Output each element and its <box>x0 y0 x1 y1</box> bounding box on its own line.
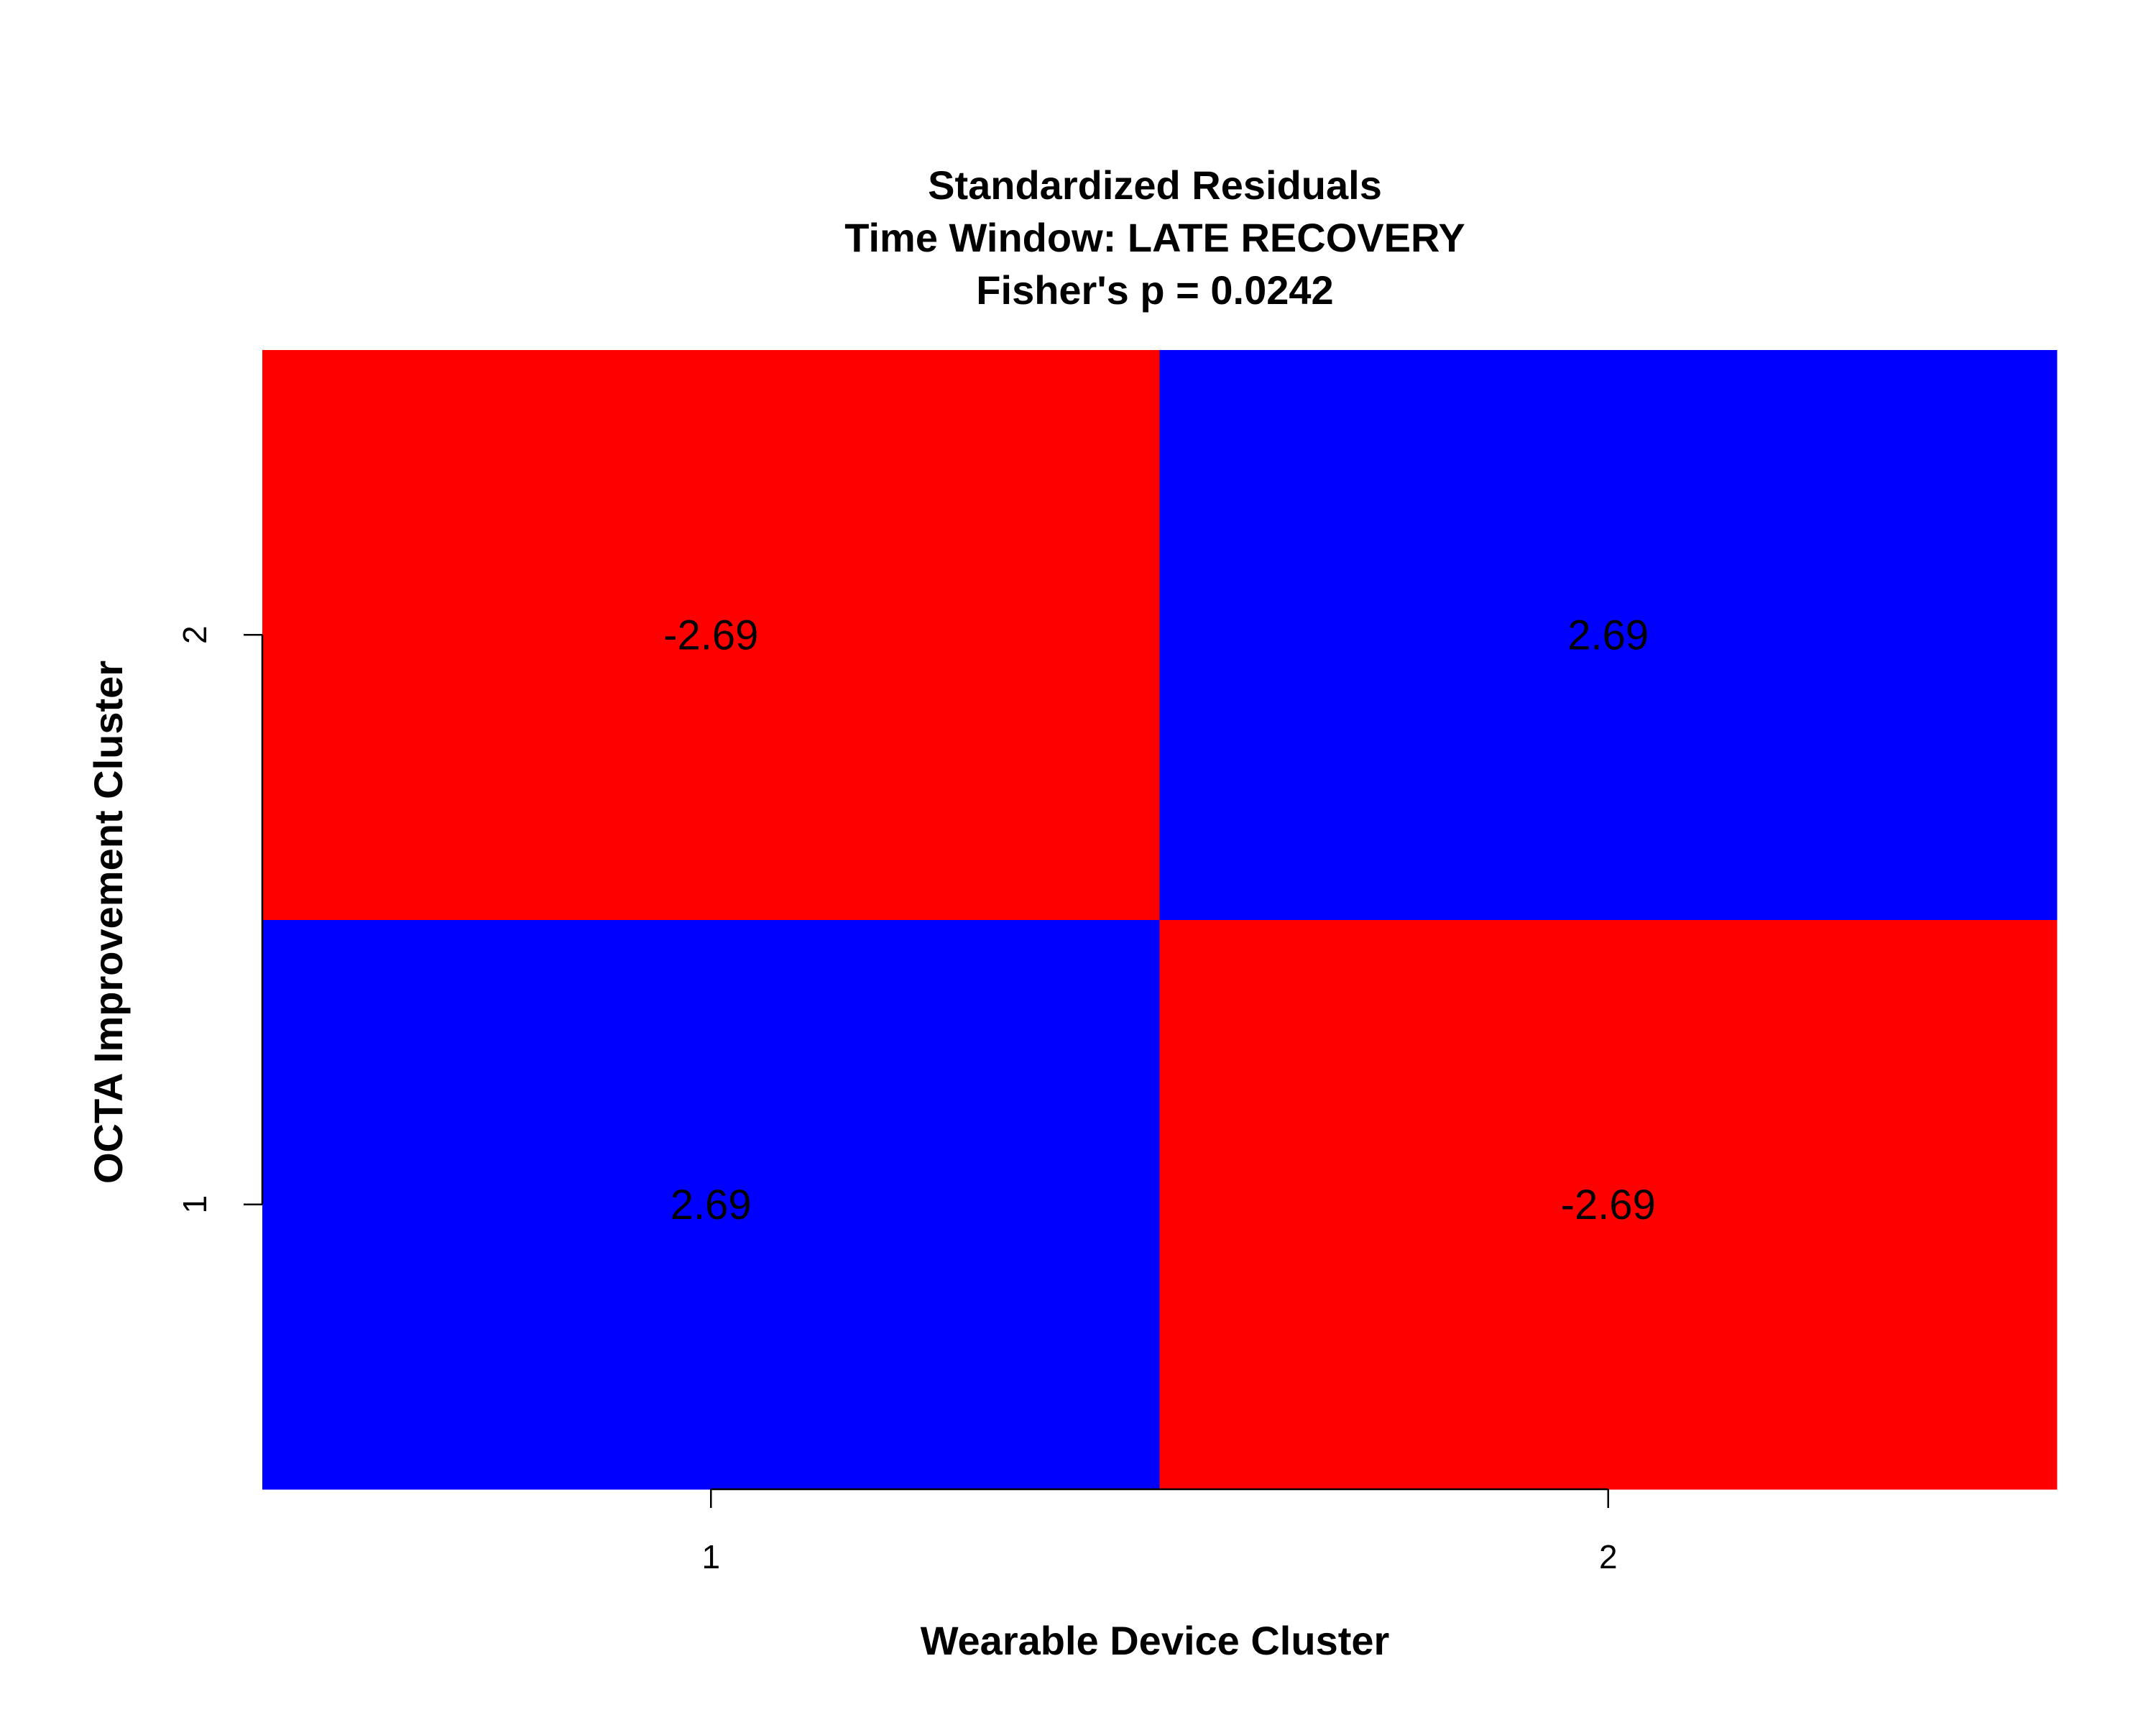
cell-value-label-x1-y2: -2.69 <box>663 612 758 658</box>
y-axis: 12 <box>176 625 264 1214</box>
cell-value-label-x1-y1: 2.69 <box>671 1182 752 1228</box>
chart-title-line-1: Standardized Residuals <box>928 162 1382 208</box>
y-tick-label-2: 2 <box>176 625 213 644</box>
x-tick-label-2: 2 <box>1599 1538 1618 1576</box>
chart-title-line-3: Fisher's p = 0.0242 <box>976 267 1333 313</box>
cell-value-label-x2-y2: 2.69 <box>1567 612 1649 658</box>
heatmap-cell-x2-y2 <box>1159 350 2058 920</box>
heatmap-cells <box>262 350 2058 1490</box>
heatmap-cell-x1-y1 <box>262 919 1160 1490</box>
heatmap-cell-labels: 2.69 -2.69 -2.69 2.69 <box>663 612 1656 1228</box>
y-axis-title: OCTA Improvement Cluster <box>86 661 131 1184</box>
y-tick-label-1: 1 <box>176 1195 213 1214</box>
chart-title-line-2: Time Window: LATE RECOVERY <box>844 215 1465 260</box>
cell-value-label-x2-y1: -2.69 <box>1561 1182 1656 1228</box>
heatmap-cell-x2-y1 <box>1159 919 2058 1490</box>
x-axis-title: Wearable Device Cluster <box>921 1618 1390 1663</box>
heatmap-cell-x1-y2 <box>262 350 1160 920</box>
x-tick-label-1: 1 <box>701 1538 720 1576</box>
